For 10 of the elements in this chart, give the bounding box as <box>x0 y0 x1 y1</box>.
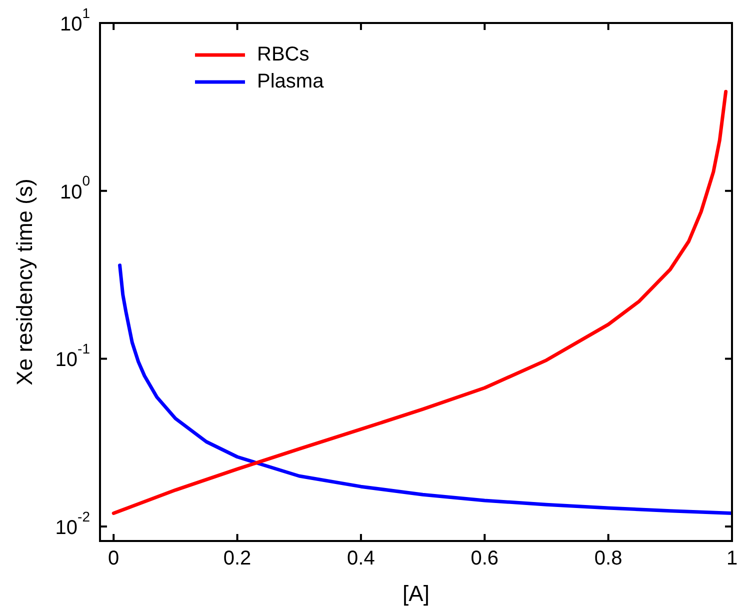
x-tick-label: 0 <box>108 548 120 570</box>
x-tick-label: 0.4 <box>347 548 375 570</box>
legend-label: Plasma <box>257 70 325 93</box>
x-tick-label: 0.8 <box>594 548 622 570</box>
x-tick-label: 1 <box>726 548 738 570</box>
x-tick-label: 0.6 <box>470 548 499 570</box>
legend-label: RBCs <box>257 44 310 66</box>
x-axis-title: [A] <box>402 581 430 606</box>
x-tick-label: 0.2 <box>223 548 252 570</box>
y-axis-title: Xe residency time (s) <box>12 178 38 386</box>
